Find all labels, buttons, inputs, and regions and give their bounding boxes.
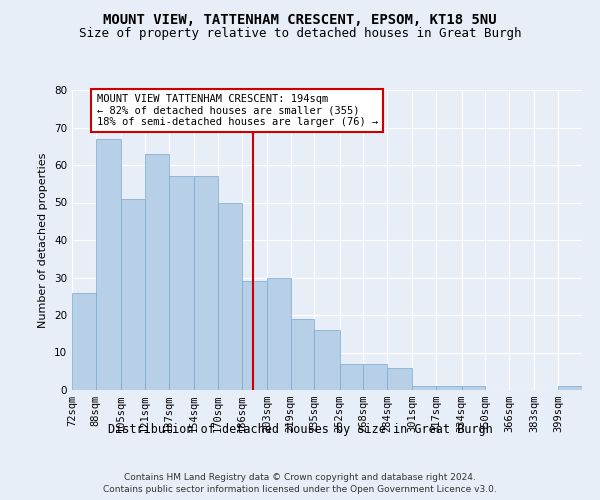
Text: MOUNT VIEW, TATTENHAM CRESCENT, EPSOM, KT18 5NU: MOUNT VIEW, TATTENHAM CRESCENT, EPSOM, K…: [103, 12, 497, 26]
Bar: [121, 198, 145, 390]
Text: Distribution of detached houses by size in Great Burgh: Distribution of detached houses by size …: [107, 422, 493, 436]
Bar: [364, 364, 387, 390]
Bar: [72, 292, 96, 390]
Bar: [461, 386, 485, 390]
Bar: [96, 138, 121, 390]
Text: MOUNT VIEW TATTENHAM CRESCENT: 194sqm
← 82% of detached houses are smaller (355): MOUNT VIEW TATTENHAM CRESCENT: 194sqm ← …: [97, 94, 378, 127]
Y-axis label: Number of detached properties: Number of detached properties: [38, 152, 49, 328]
Bar: [242, 281, 267, 390]
Bar: [314, 330, 340, 390]
Bar: [436, 386, 461, 390]
Text: Contains public sector information licensed under the Open Government Licence v3: Contains public sector information licen…: [103, 485, 497, 494]
Text: Contains HM Land Registry data © Crown copyright and database right 2024.: Contains HM Land Registry data © Crown c…: [124, 472, 476, 482]
Bar: [558, 386, 582, 390]
Bar: [267, 278, 290, 390]
Bar: [340, 364, 364, 390]
Bar: [169, 176, 194, 390]
Bar: [387, 368, 412, 390]
Bar: [412, 386, 436, 390]
Bar: [194, 176, 218, 390]
Bar: [290, 319, 314, 390]
Bar: [145, 154, 169, 390]
Bar: [218, 202, 242, 390]
Text: Size of property relative to detached houses in Great Burgh: Size of property relative to detached ho…: [79, 28, 521, 40]
